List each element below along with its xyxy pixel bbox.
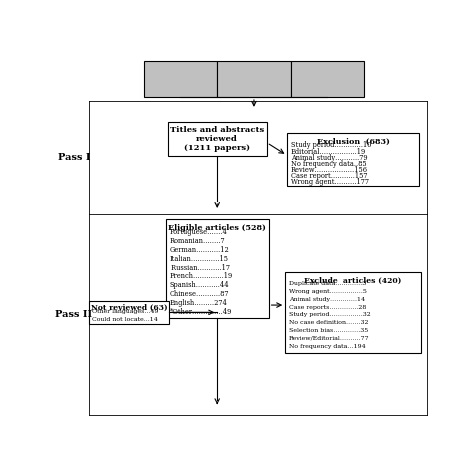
Text: Russian………..17: Russian………..17 <box>169 264 230 272</box>
Text: Exclusion  (683): Exclusion (683) <box>317 137 390 146</box>
Text: No case definition…….32: No case definition…….32 <box>289 320 368 325</box>
Text: Exclude  articles (420): Exclude articles (420) <box>304 277 402 284</box>
Bar <box>217 61 291 97</box>
Bar <box>168 122 267 156</box>
Text: Animal study………….14: Animal study………….14 <box>289 297 365 302</box>
Text: Animal study………..79: Animal study………..79 <box>291 154 367 162</box>
Text: Portuguese…….4: Portuguese…….4 <box>169 228 228 237</box>
Bar <box>166 219 269 318</box>
Text: Review………………156: Review………………156 <box>291 166 368 174</box>
Text: Case reports…………..28: Case reports…………..28 <box>289 305 366 310</box>
Text: Wrong agent…………….5: Wrong agent…………….5 <box>289 289 367 294</box>
Text: Study period…………….32: Study period…………….32 <box>289 312 371 318</box>
Text: Editorial……………..19: Editorial……………..19 <box>291 147 366 155</box>
Text: Pass I: Pass I <box>58 153 90 162</box>
Text: *Other…………..49: *Other…………..49 <box>169 308 232 316</box>
Text: Chinese………..87: Chinese………..87 <box>169 290 229 298</box>
Bar <box>89 301 169 324</box>
Text: Eligible articles (528): Eligible articles (528) <box>168 224 266 232</box>
Text: French…………..19: French…………..19 <box>169 273 233 280</box>
Bar <box>287 133 419 185</box>
Text: Wrong agent……….177: Wrong agent……….177 <box>291 178 369 186</box>
Text: Titles and abstracts
reviewed
(1211 papers): Titles and abstracts reviewed (1211 pape… <box>170 126 264 152</box>
Text: Not reviewed (63): Not reviewed (63) <box>91 303 167 311</box>
Bar <box>144 61 217 97</box>
Bar <box>285 272 421 353</box>
Bar <box>291 61 364 97</box>
Text: Italian………….15: Italian………….15 <box>169 255 228 263</box>
Text: English………274: English………274 <box>169 299 228 307</box>
Text: Duplicate data………….3: Duplicate data………….3 <box>289 282 366 286</box>
Text: Selection bias………….35: Selection bias………….35 <box>289 328 368 333</box>
Text: Spanish………..44: Spanish………..44 <box>169 281 229 289</box>
Text: Other languages...49: Other languages...49 <box>91 309 158 313</box>
Text: Study period………….10: Study period………….10 <box>291 141 371 149</box>
Text: No frequency data..85: No frequency data..85 <box>291 160 366 168</box>
Text: Case report………..157: Case report………..157 <box>291 172 367 180</box>
Text: No frequency data…194: No frequency data…194 <box>289 344 365 348</box>
Text: Review/Editorial……….77: Review/Editorial……….77 <box>289 336 369 341</box>
Text: Pass II: Pass II <box>55 310 92 319</box>
Text: German………..12: German………..12 <box>169 246 229 254</box>
Text: Romanian……..7: Romanian……..7 <box>169 237 225 245</box>
Text: Could not locate...14: Could not locate...14 <box>91 317 157 321</box>
